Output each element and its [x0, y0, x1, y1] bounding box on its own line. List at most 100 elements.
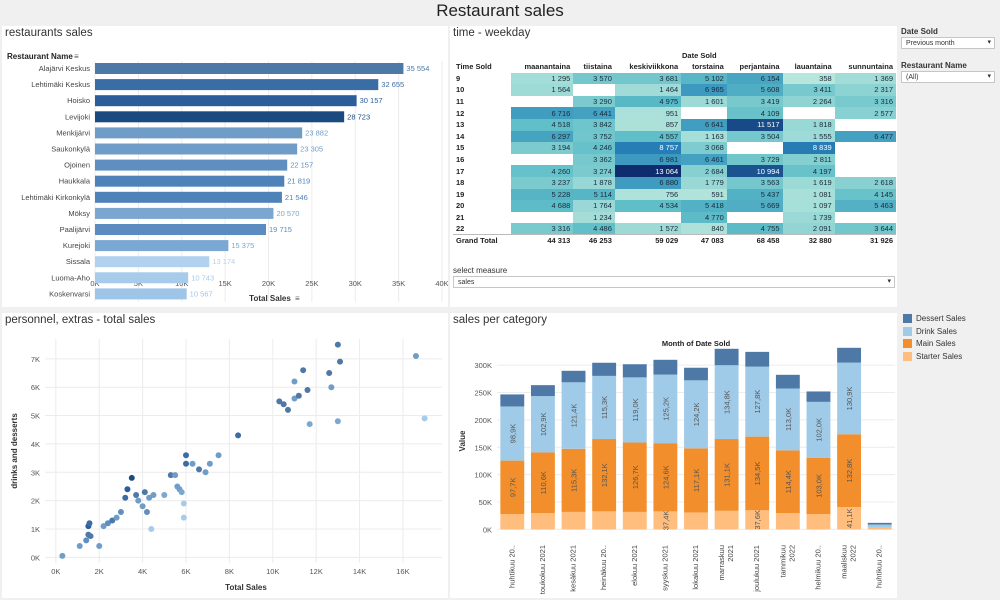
- legend-item[interactable]: Starter Sales: [903, 352, 962, 362]
- heatmap-cell[interactable]: [573, 84, 615, 96]
- category-bar-segment[interactable]: [714, 365, 739, 440]
- category-bar-segment[interactable]: [622, 364, 647, 378]
- scatter-point[interactable]: [284, 406, 291, 413]
- category-bar-segment[interactable]: [775, 513, 800, 530]
- heatmap-cell[interactable]: 4 688: [510, 200, 574, 212]
- category-bar-segment[interactable]: [775, 388, 800, 451]
- heatmap-cell[interactable]: 3 570: [573, 72, 615, 85]
- category-bar-segment[interactable]: [684, 367, 708, 381]
- restaurant-bar[interactable]: [95, 191, 282, 203]
- category-bar-segment[interactable]: [530, 396, 555, 453]
- category-bar-segment[interactable]: [622, 511, 647, 530]
- heatmap-cell[interactable]: 2 264: [782, 95, 835, 108]
- heatmap-cell[interactable]: 1 097: [782, 200, 835, 212]
- scatter-point[interactable]: [202, 469, 209, 476]
- restaurants-bar-chart[interactable]: Restaurant Name ≡0K 5K 10K 15K 20K 25K 30K 35K 40…: [2, 26, 448, 307]
- heatmap-cell[interactable]: 951: [614, 107, 682, 119]
- heatmap-cell[interactable]: 4 109: [726, 107, 783, 119]
- category-bar-segment[interactable]: [775, 374, 800, 389]
- category-bar-segment[interactable]: [561, 382, 586, 449]
- scatter-point[interactable]: [196, 466, 203, 473]
- heatmap-cell[interactable]: 5 114: [573, 188, 615, 201]
- heatmap-cell[interactable]: [783, 107, 835, 119]
- restaurant-bar[interactable]: [95, 79, 379, 91]
- heatmap-cell[interactable]: 1 163: [681, 130, 727, 143]
- category-bar-segment[interactable]: [561, 511, 586, 530]
- restaurant-bar[interactable]: [95, 240, 229, 252]
- heatmap-cell[interactable]: 6 441: [573, 107, 615, 119]
- scatter-point[interactable]: [180, 500, 187, 507]
- heatmap-cell[interactable]: 4 486: [573, 223, 615, 235]
- heatmap-cell[interactable]: 5 102: [681, 72, 727, 85]
- scatter-point[interactable]: [337, 358, 344, 365]
- category-bar-segment[interactable]: [500, 394, 525, 407]
- legend-item[interactable]: Dessert Sales: [903, 314, 966, 324]
- heatmap-cell[interactable]: 5 437: [726, 188, 783, 201]
- category-bar-segment[interactable]: [500, 514, 525, 530]
- heatmap-cell[interactable]: 6 477: [834, 130, 896, 143]
- heatmap-cell[interactable]: 6 461: [681, 153, 727, 166]
- restaurant-bar[interactable]: [95, 256, 210, 268]
- scatter-point[interactable]: [87, 533, 94, 540]
- heatmap-cell[interactable]: 358: [782, 72, 835, 85]
- heatmap-cell[interactable]: 3 316: [834, 95, 896, 108]
- heatmap-cell[interactable]: 6 297: [510, 130, 574, 143]
- heatmap-cell[interactable]: [511, 212, 574, 224]
- heatmap-cell[interactable]: 1 779: [681, 176, 727, 189]
- heatmap-cell[interactable]: 6 965: [681, 84, 727, 96]
- scatter-point[interactable]: [122, 494, 129, 501]
- category-bar-segment[interactable]: [561, 448, 586, 512]
- heatmap-cell[interactable]: 5 463: [834, 200, 896, 212]
- heatmap-cell[interactable]: 2 091: [782, 223, 835, 235]
- category-bar-segment[interactable]: [622, 377, 647, 443]
- legend-item[interactable]: Drink Sales: [903, 327, 957, 337]
- category-bar-segment[interactable]: [806, 457, 831, 515]
- heatmap-cell[interactable]: 1 369: [834, 72, 896, 85]
- restaurant-bar[interactable]: [95, 127, 303, 139]
- heatmap-cell[interactable]: 3 068: [681, 142, 727, 154]
- scatter-point[interactable]: [421, 415, 428, 422]
- scatter-point[interactable]: [135, 497, 142, 504]
- heatmap-cell[interactable]: 1 878: [573, 176, 615, 189]
- category-bar-segment[interactable]: [745, 510, 770, 530]
- scatter-point[interactable]: [133, 491, 140, 498]
- heatmap-cell[interactable]: [727, 212, 783, 224]
- heatmap-cell[interactable]: 5 669: [726, 200, 783, 212]
- scatter-point[interactable]: [76, 542, 83, 549]
- category-bar-segment[interactable]: [653, 511, 678, 530]
- heatmap-cell[interactable]: [835, 119, 896, 131]
- scatter-point[interactable]: [148, 525, 155, 532]
- category-bar-segment[interactable]: [684, 448, 708, 513]
- category-bar-segment[interactable]: [684, 380, 708, 449]
- heatmap-cell[interactable]: 3 419: [726, 95, 783, 108]
- scatter-point[interactable]: [172, 472, 179, 479]
- heatmap-cell[interactable]: 3 729: [726, 153, 783, 166]
- scatter-point[interactable]: [180, 514, 187, 521]
- heatmap-cell[interactable]: 11 517: [726, 118, 783, 131]
- category-bar-segment[interactable]: [745, 436, 770, 511]
- heatmap-cell[interactable]: 1 619: [782, 176, 835, 189]
- heatmap-cell[interactable]: 4 260: [510, 165, 574, 177]
- scatter-point[interactable]: [146, 494, 153, 501]
- heatmap-cell[interactable]: [727, 142, 783, 154]
- heatmap-cell[interactable]: 8 839: [782, 142, 835, 154]
- category-bar-segment[interactable]: [714, 439, 739, 511]
- heatmap-cell[interactable]: 1 464: [614, 84, 682, 96]
- heatmap-cell[interactable]: 3 681: [614, 72, 682, 85]
- restaurant-bar[interactable]: [95, 143, 298, 155]
- heatmap-cell[interactable]: 1 295: [510, 72, 574, 85]
- category-bar-segment[interactable]: [745, 351, 770, 367]
- heatmap-cell[interactable]: 4 145: [834, 188, 896, 201]
- heatmap-cell[interactable]: 3 752: [573, 130, 615, 143]
- scatter-point[interactable]: [328, 384, 335, 391]
- category-bar-segment[interactable]: [806, 401, 831, 458]
- restaurant-bar[interactable]: [95, 288, 187, 300]
- heatmap-cell[interactable]: 8 757: [614, 142, 682, 154]
- restaurant-bar[interactable]: [95, 175, 285, 187]
- heatmap-cell[interactable]: 2 317: [834, 84, 896, 96]
- scatter-point[interactable]: [141, 489, 148, 496]
- heatmap-cell[interactable]: 840: [681, 223, 727, 235]
- category-bar-segment[interactable]: [592, 362, 617, 376]
- category-bar-segment[interactable]: [530, 452, 555, 514]
- heatmap-cell[interactable]: 3 274: [573, 165, 615, 177]
